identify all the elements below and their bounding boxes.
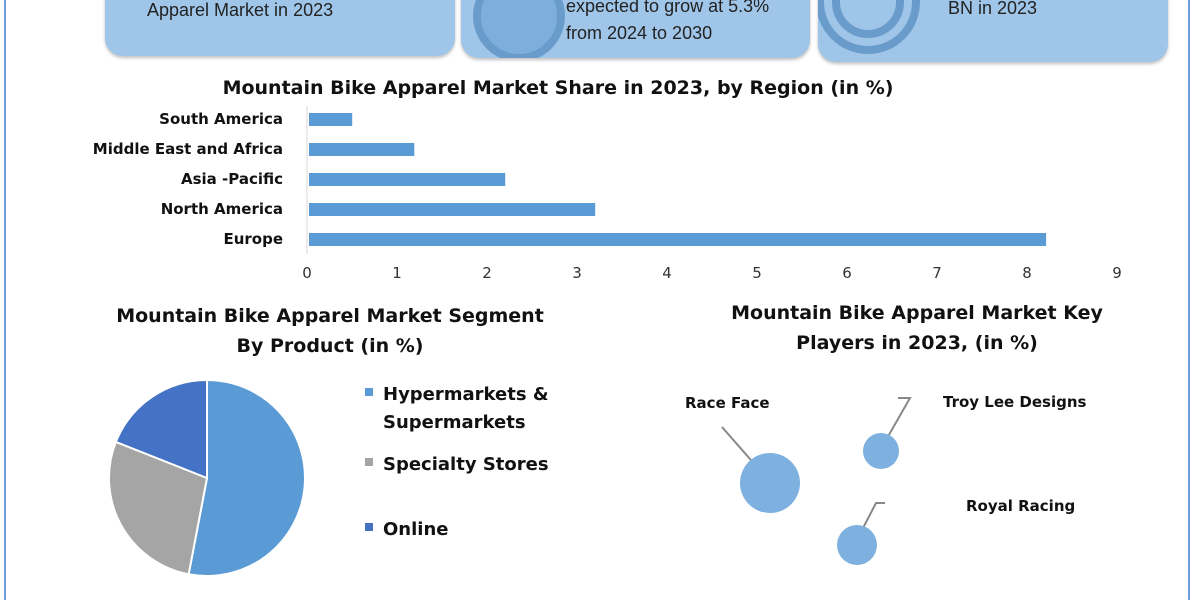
right-border — [1188, 0, 1190, 600]
bar — [309, 173, 506, 186]
x-tick-label: 5 — [752, 264, 762, 282]
pie-chart-icon — [473, 0, 565, 58]
bar — [309, 233, 1047, 246]
bubble-chart-title: Players in 2023, (in %) — [796, 332, 1038, 354]
legend-label: Online — [383, 519, 448, 540]
bubble — [837, 525, 877, 565]
bar — [309, 143, 415, 156]
bar-label: South America — [159, 110, 283, 128]
pie-chart-title: By Product (in %) — [237, 335, 424, 357]
bar — [309, 113, 353, 126]
legend-swatch — [365, 523, 373, 531]
bubble-chart-title: Mountain Bike Apparel Market Key — [731, 302, 1103, 324]
bubble — [863, 433, 899, 469]
legend-label: Specialty Stores — [383, 454, 549, 475]
x-tick-label: 2 — [482, 264, 492, 282]
bar-label: Europe — [223, 230, 283, 248]
left-border — [4, 0, 6, 600]
x-tick-label: 4 — [662, 264, 672, 282]
card-text: BN in 2023 — [948, 0, 1038, 18]
leader-line — [861, 502, 885, 531]
leader-line — [885, 397, 912, 441]
x-tick-label: 0 — [302, 264, 312, 282]
x-tick-label: 9 — [1112, 264, 1122, 282]
pie-chart-title: Mountain Bike Apparel Market Segment — [116, 305, 544, 327]
legend-swatch — [365, 388, 373, 396]
stat-card-cagr: expected to grow at 5.3% from 2024 to 20… — [461, 0, 810, 58]
legend-label: Hypermarkets & — [383, 384, 549, 405]
stat-card-market-size: Apparel Market in 2023 — [105, 0, 455, 56]
legend-label: Supermarkets — [383, 412, 526, 433]
x-tick-label: 8 — [1022, 264, 1032, 282]
bar-label: Asia -Pacific — [181, 170, 283, 188]
pie-slice — [187, 378, 306, 577]
bar-label: Middle East and Africa — [93, 140, 283, 158]
bubble-label: Race Face — [685, 394, 770, 412]
bar-chart-title: Mountain Bike Apparel Market Share in 20… — [223, 77, 894, 99]
x-tick-label: 1 — [392, 264, 402, 282]
bubble-label: Troy Lee Designs — [943, 393, 1087, 411]
card-text: Apparel Market in 2023 — [147, 0, 334, 20]
x-tick-label: 7 — [932, 264, 942, 282]
card-text: from 2024 to 2030 — [566, 23, 713, 43]
pie-slice — [114, 378, 208, 480]
pie-slice — [108, 440, 209, 576]
card-text: expected to grow at 5.3% — [566, 0, 770, 16]
bubble — [740, 453, 800, 513]
bubble-label: Royal Racing — [966, 497, 1075, 515]
x-tick-label: 6 — [842, 264, 852, 282]
bar-label: North America — [161, 200, 283, 218]
stat-card-value: BN in 2023 — [818, 0, 1168, 62]
legend-swatch — [365, 458, 373, 466]
bar — [309, 203, 596, 216]
x-tick-label: 3 — [572, 264, 582, 282]
